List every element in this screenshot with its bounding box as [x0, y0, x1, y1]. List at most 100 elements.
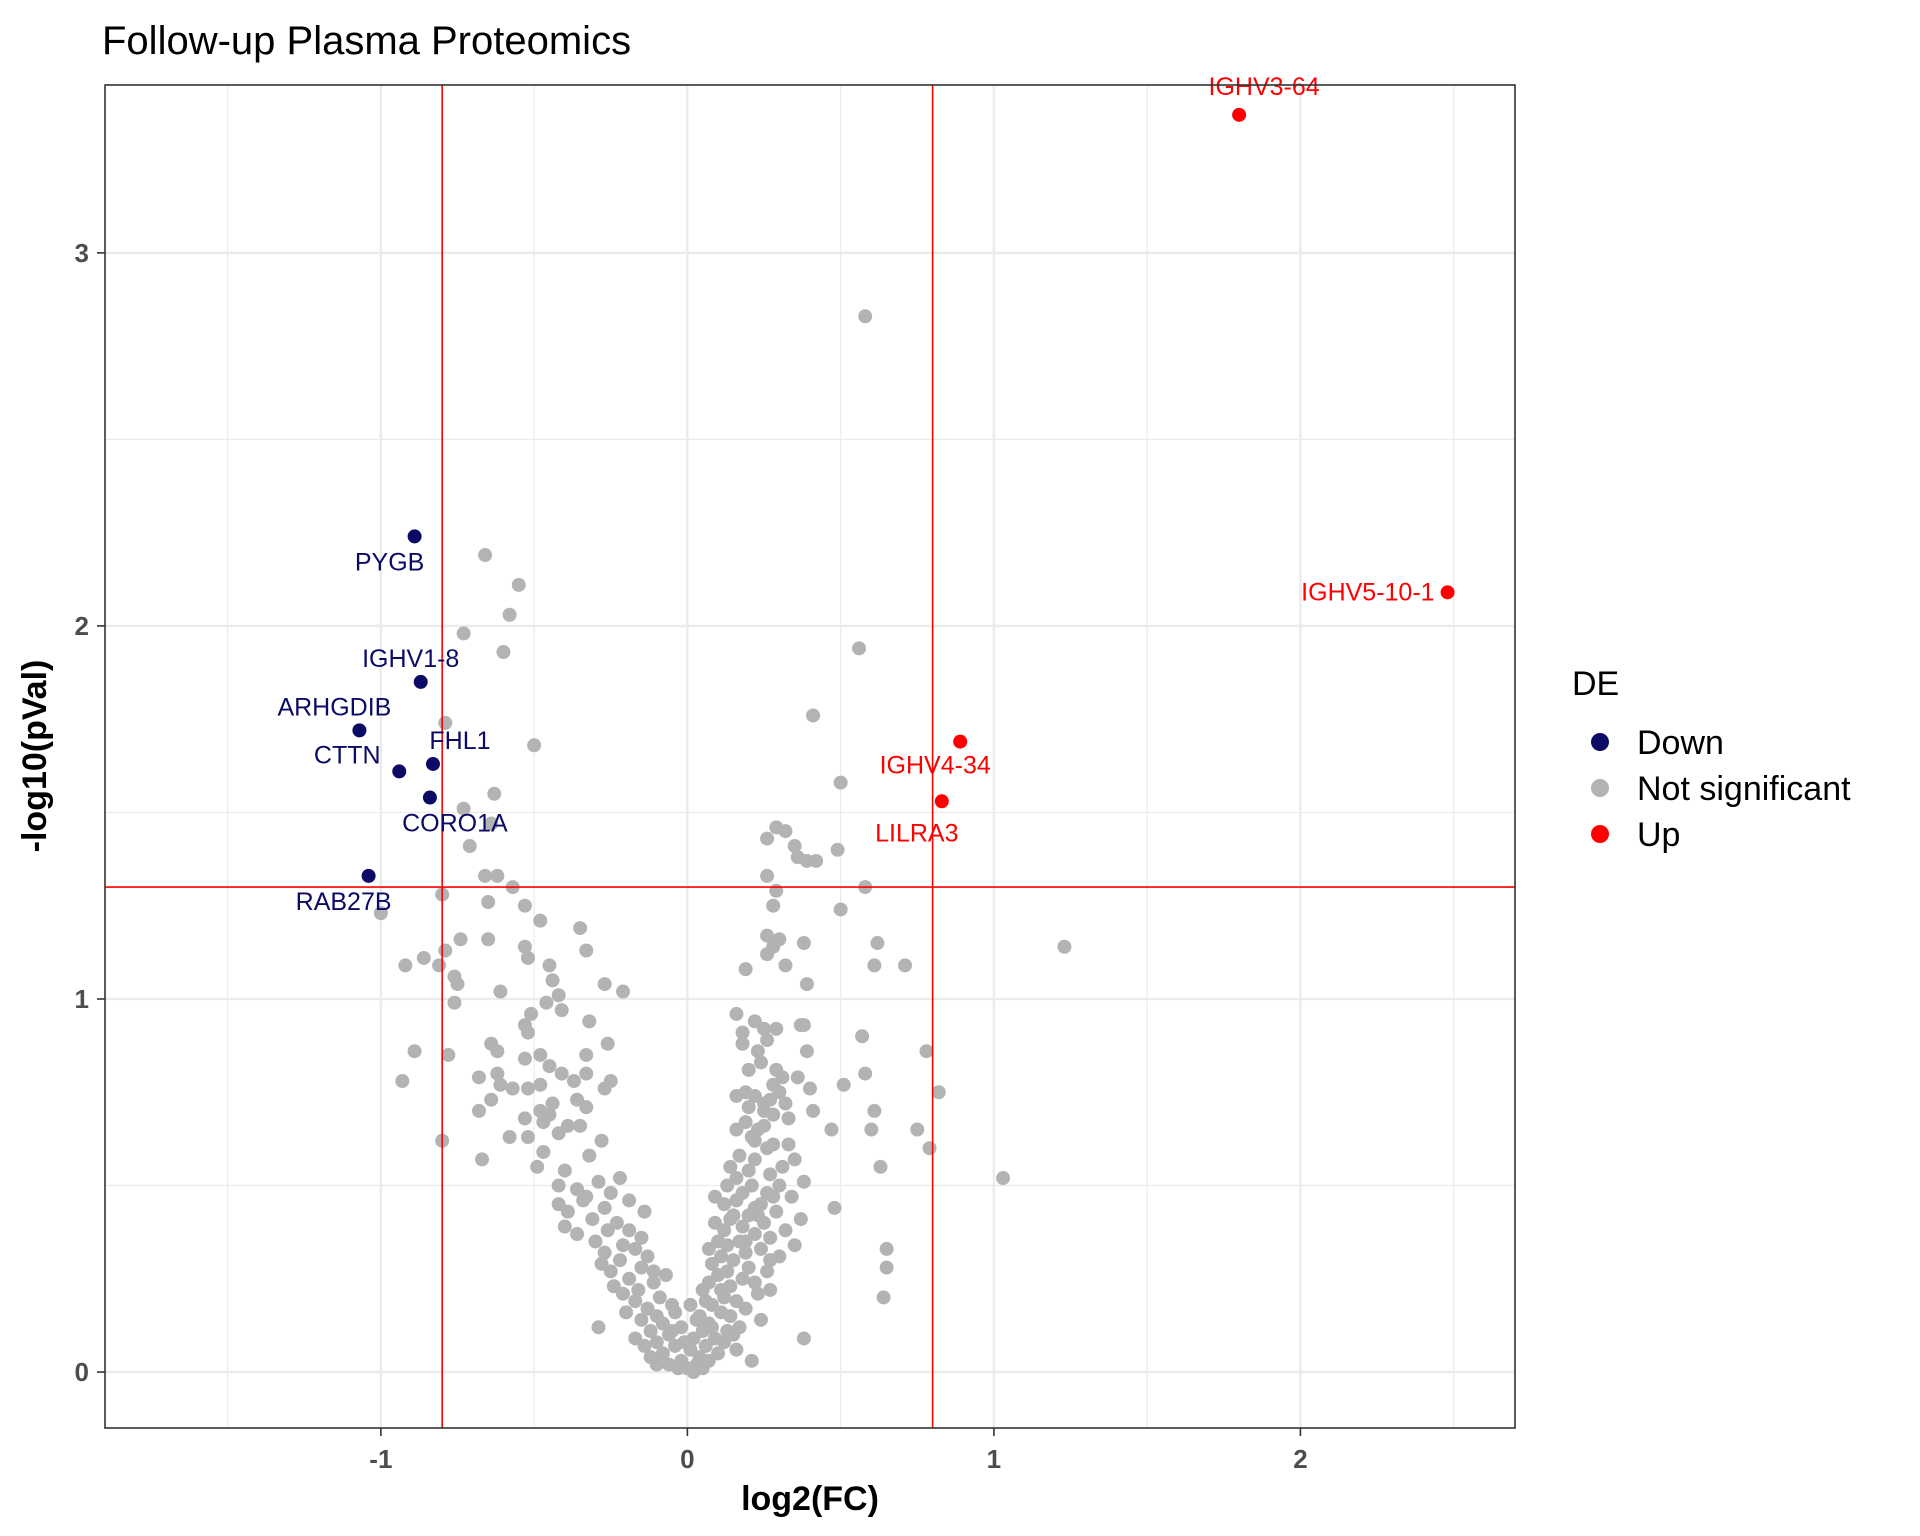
y-tick-label: 0: [75, 1357, 89, 1387]
data-point-not-significant: [741, 1163, 756, 1178]
data-point-not-significant: [717, 1197, 732, 1212]
data-point-not-significant: [747, 1152, 762, 1167]
data-point-not-significant: [760, 928, 775, 943]
data-point-not-significant: [649, 1335, 664, 1350]
data-point-not-significant: [373, 906, 388, 921]
data-point-not-significant: [545, 1096, 560, 1111]
data-point-not-significant: [521, 1130, 535, 1145]
data-point-not-significant: [542, 1059, 557, 1074]
data-point-not-significant: [714, 1282, 729, 1297]
data-point-not-significant: [631, 1282, 646, 1297]
data-point-not-significant: [447, 995, 462, 1010]
data-point-not-significant: [922, 1141, 937, 1156]
data-point-not-significant: [704, 1320, 719, 1335]
data-point-not-significant: [723, 1159, 738, 1174]
data-point-not-significant: [784, 1189, 799, 1204]
data-point-not-significant: [775, 1159, 790, 1174]
legend-label-not-significant: Not significant: [1637, 770, 1851, 808]
data-point-not-significant: [612, 1171, 627, 1186]
data-point-not-significant: [753, 1312, 768, 1327]
data-point-not-significant: [533, 1047, 548, 1062]
point-label-ighv5-10-1: IGHV5-10-1: [1301, 578, 1434, 606]
legend-swatch-up: [1591, 825, 1609, 843]
data-point-not-significant: [591, 1174, 606, 1189]
data-point-not-significant: [481, 932, 496, 947]
data-point-not-significant: [858, 1066, 873, 1081]
data-point-not-significant: [505, 1081, 520, 1096]
data-point-not-significant: [551, 1178, 566, 1193]
data-point-not-significant: [582, 1014, 597, 1029]
data-point-not-significant: [398, 958, 413, 973]
y-tick-label: 3: [75, 238, 89, 268]
data-point-not-significant: [570, 1227, 585, 1242]
data-point-not-significant: [738, 1234, 753, 1249]
data-point-not-significant: [720, 1238, 735, 1253]
data-point-not-significant: [744, 1130, 759, 1145]
data-point-not-significant: [738, 962, 753, 977]
data-point-not-significant: [796, 936, 811, 951]
data-point-not-significant: [717, 1223, 732, 1238]
data-point-not-significant: [493, 1077, 508, 1092]
data-point-not-significant: [545, 973, 560, 988]
data-point-not-significant: [799, 1044, 814, 1059]
data-point-not-significant: [729, 1342, 744, 1357]
data-point-not-significant: [628, 1294, 643, 1309]
data-point-not-significant: [732, 1148, 747, 1163]
data-point-not-significant: [438, 943, 453, 958]
data-point-not-significant: [787, 839, 802, 854]
data-point-down: [425, 756, 440, 771]
data-point-not-significant: [763, 1167, 778, 1182]
legend-swatch-down: [1591, 733, 1609, 751]
data-point-not-significant: [616, 984, 631, 999]
point-label-coro1a: CORO1A: [402, 810, 508, 838]
data-point-not-significant: [750, 1286, 765, 1301]
data-point-not-significant: [502, 1130, 517, 1145]
data-point-not-significant: [530, 1159, 545, 1174]
data-point-not-significant: [456, 801, 471, 816]
data-point-not-significant: [766, 898, 781, 913]
data-point-not-significant: [481, 894, 496, 909]
data-point-not-significant: [778, 1223, 793, 1238]
data-point-not-significant: [603, 1185, 618, 1200]
x-tick-label: 0: [680, 1444, 694, 1474]
data-point-not-significant: [671, 1361, 686, 1376]
data-point-not-significant: [646, 1264, 661, 1279]
legend-swatch-not-significant: [1591, 779, 1609, 797]
data-point-not-significant: [769, 1204, 784, 1219]
y-axis-ticks: 0 1 2 3: [75, 238, 105, 1387]
data-point-not-significant: [747, 1275, 762, 1290]
legend-label-down: Down: [1637, 724, 1724, 762]
data-point-not-significant: [836, 1077, 851, 1092]
data-point-not-significant: [517, 939, 532, 954]
data-point-not-significant: [579, 1066, 594, 1081]
data-point-not-significant: [658, 1268, 673, 1283]
data-point-not-significant: [760, 1264, 775, 1279]
data-point-not-significant: [803, 1081, 817, 1096]
data-point-not-significant: [855, 1029, 870, 1044]
data-point-not-significant: [524, 1006, 539, 1021]
data-point-not-significant: [628, 1241, 643, 1256]
data-point-not-significant: [622, 1223, 637, 1238]
data-point-not-significant: [554, 1003, 569, 1018]
data-point-not-significant: [478, 868, 493, 883]
data-point-not-significant: [490, 1044, 505, 1059]
data-point-not-significant: [640, 1249, 655, 1264]
data-point-not-significant: [536, 1144, 551, 1159]
data-point-up: [1232, 107, 1247, 122]
data-point-not-significant: [778, 824, 793, 839]
x-tick-label: -1: [369, 1444, 392, 1474]
data-point-not-significant: [760, 868, 775, 883]
legend-label-up: Up: [1637, 816, 1680, 854]
data-point-not-significant: [806, 1103, 821, 1118]
data-point-not-significant: [637, 1204, 652, 1219]
data-point-not-significant: [796, 1174, 811, 1189]
data-point-not-significant: [701, 1241, 716, 1256]
data-point-not-significant: [698, 1338, 713, 1353]
data-point-not-significant: [493, 984, 508, 999]
data-point-not-significant: [867, 958, 882, 973]
data-point-not-significant: [453, 932, 468, 947]
data-point-not-significant: [597, 977, 612, 992]
data-point-not-significant: [763, 1230, 778, 1245]
data-point-not-significant: [809, 853, 824, 868]
data-point-not-significant: [757, 1021, 772, 1036]
